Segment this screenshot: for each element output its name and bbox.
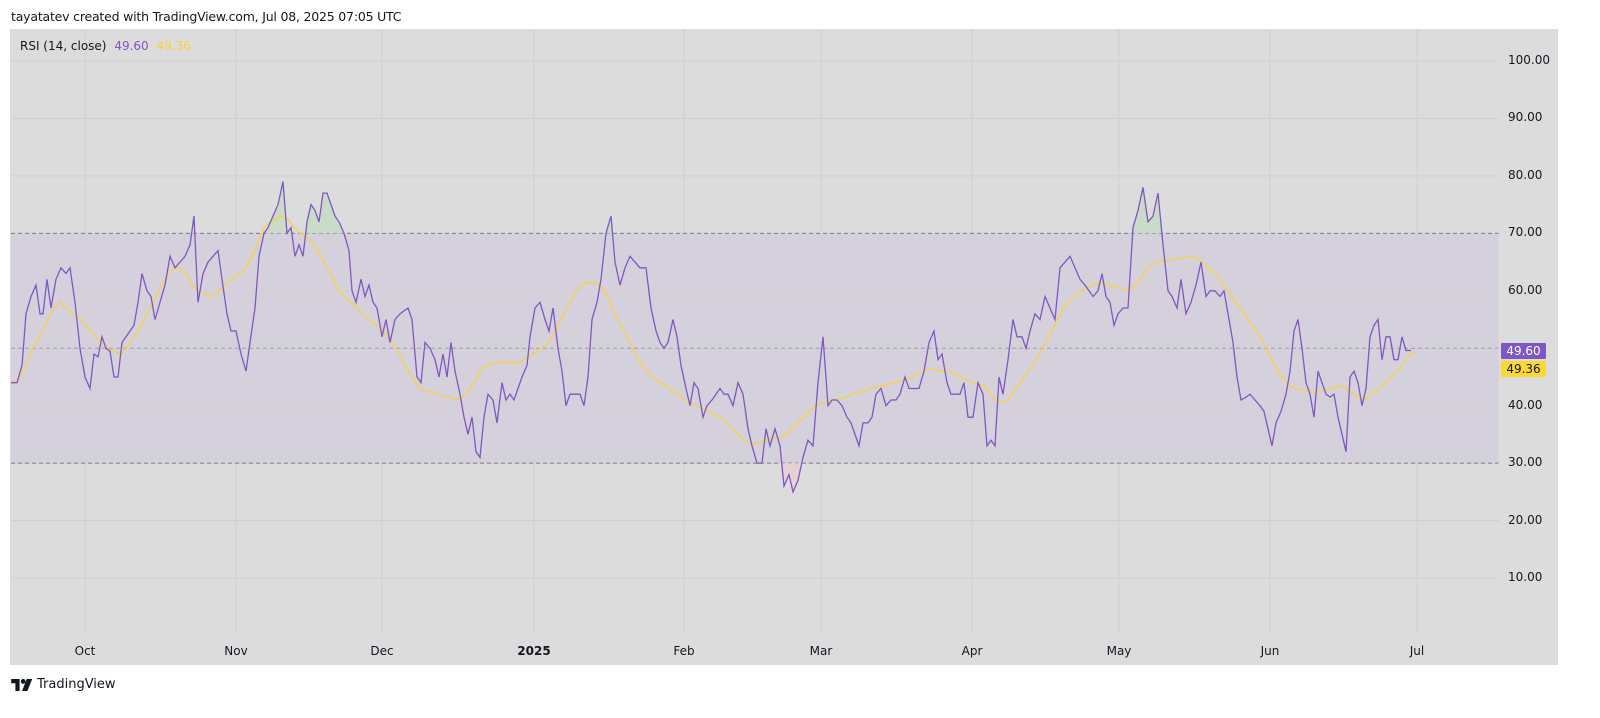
- band-lines: [11, 232, 1499, 464]
- extreme-fills: [191, 181, 1162, 492]
- rsi-value: 49.60: [114, 39, 149, 53]
- rsi-ma-value: 49.36: [156, 39, 191, 53]
- rsi-line: [11, 181, 1411, 494]
- time-axis-label: Jun: [1260, 644, 1280, 658]
- time-axis-label: Oct: [74, 644, 96, 658]
- time-axis-label: Jul: [1409, 644, 1425, 658]
- time-axis-label: Apr: [961, 644, 983, 658]
- time-axis-label: May: [1106, 644, 1132, 658]
- time-axis-label: Nov: [224, 644, 248, 658]
- price-axis-label: 40.00: [1508, 397, 1543, 412]
- price-axis-label: 100.00: [1508, 53, 1550, 67]
- price-axis-label: 10.00: [1508, 570, 1543, 585]
- time-axis-label: Mar: [809, 644, 833, 658]
- price-axis-label: 30.00: [1508, 455, 1543, 470]
- tradingview-logo-icon: [11, 678, 33, 691]
- price-axis-label: 80.00: [1508, 167, 1543, 182]
- brand-name: TradingView: [37, 677, 116, 692]
- indicator-legend[interactable]: RSI (14, close) 49.60 49.36: [20, 39, 191, 53]
- price-axis-label: 90.00: [1508, 110, 1543, 125]
- indicator-label: RSI (14, close): [20, 39, 107, 53]
- time-axis-label: Feb: [673, 644, 695, 658]
- price-axis-label: 20.00: [1508, 512, 1543, 527]
- time-axis-label: 2025: [517, 644, 551, 658]
- rsi-ma-line: [10, 215, 1417, 445]
- price-axis-label: 60.00: [1508, 282, 1543, 297]
- tradingview-brand[interactable]: TradingView: [11, 677, 116, 692]
- price-axis-label: 70.00: [1508, 225, 1543, 240]
- time-axis-label: Dec: [370, 644, 394, 658]
- chart-attribution: tayatatev created with TradingView.com, …: [11, 9, 402, 24]
- rsi-price-tag: 49.60: [1501, 343, 1546, 359]
- rsi-ma-price-tag: 49.36: [1501, 361, 1546, 377]
